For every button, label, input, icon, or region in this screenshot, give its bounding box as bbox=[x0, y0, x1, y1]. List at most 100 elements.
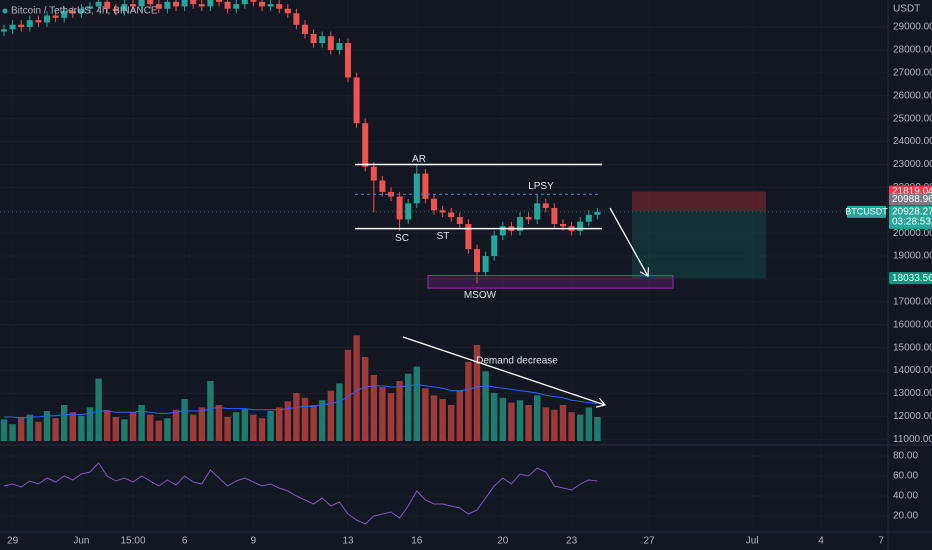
volume-bar bbox=[422, 388, 429, 441]
candle-body bbox=[267, 4, 274, 7]
volume-bar bbox=[138, 405, 145, 441]
candle-body bbox=[250, 0, 257, 2]
volume-bar bbox=[370, 375, 377, 441]
candle-body bbox=[241, 0, 248, 5]
y-tick-label: 19000.00 bbox=[893, 251, 932, 262]
candle-body bbox=[353, 77, 360, 124]
x-tick-label: 13 bbox=[342, 536, 354, 547]
volume-bar bbox=[387, 393, 395, 441]
volume-bar bbox=[542, 407, 549, 441]
candle-body bbox=[577, 221, 584, 231]
annotations: AR SC ST LPSY MSOW Demand decrease bbox=[0, 154, 888, 405]
annotation-demand: Demand decrease bbox=[476, 356, 558, 367]
candle-body bbox=[439, 210, 446, 213]
target-zone bbox=[632, 210, 766, 279]
volume-bar bbox=[362, 357, 369, 441]
candle-body bbox=[465, 223, 472, 250]
volume-bar bbox=[35, 421, 42, 441]
x-tick-label: Jun bbox=[73, 536, 89, 547]
y-tick-label: 12000.00 bbox=[893, 411, 932, 422]
volume-bar bbox=[69, 412, 76, 441]
candle-body bbox=[551, 207, 558, 224]
volume-bar bbox=[439, 399, 446, 441]
volume-bar bbox=[172, 409, 180, 441]
volume-bar bbox=[129, 412, 137, 441]
volume-bar bbox=[267, 411, 274, 441]
candle-body bbox=[345, 43, 351, 78]
y-tick-label: 13000.00 bbox=[893, 388, 932, 399]
stop-zone bbox=[632, 191, 766, 211]
candle-body bbox=[474, 249, 480, 273]
rsi-tick-label: 80.00 bbox=[893, 451, 918, 462]
volume-bar bbox=[396, 381, 403, 441]
candle-body bbox=[379, 180, 386, 192]
candle-body bbox=[456, 217, 463, 224]
candle-body bbox=[336, 43, 343, 50]
candle-body bbox=[69, 10, 76, 14]
volume-bar bbox=[147, 414, 154, 441]
candle-body bbox=[499, 226, 506, 236]
candle-body bbox=[130, 4, 136, 7]
volume-bar bbox=[121, 419, 128, 441]
volume-bar bbox=[559, 405, 567, 441]
volume-bar bbox=[164, 418, 171, 441]
volume-bar bbox=[585, 407, 592, 441]
volume-bar bbox=[233, 412, 240, 441]
candle-body bbox=[327, 36, 334, 50]
volume-bar bbox=[276, 407, 283, 441]
volume-ma-line bbox=[4, 384, 598, 419]
candle-body bbox=[26, 20, 33, 28]
candle-body bbox=[233, 4, 240, 9]
volume-bar bbox=[43, 411, 51, 441]
x-tick-label: 9 bbox=[251, 536, 257, 547]
volume-bar bbox=[327, 390, 334, 441]
candle-body bbox=[138, 0, 145, 7]
y-tick-label: 23000.00 bbox=[893, 159, 932, 170]
volume-bar bbox=[18, 417, 25, 441]
x-tick-label: Jul bbox=[746, 536, 759, 547]
rsi-tick-label: 20.00 bbox=[893, 511, 918, 522]
candle-body bbox=[52, 15, 59, 18]
y-tick-label: 17000.00 bbox=[893, 296, 932, 307]
volume-bar bbox=[86, 407, 94, 441]
volume-bar bbox=[250, 414, 257, 441]
y-tick-label: 25000.00 bbox=[893, 113, 932, 124]
x-tick-label: 20 bbox=[497, 536, 509, 547]
candle-body bbox=[284, 8, 291, 14]
countdown: 03:28:53 bbox=[892, 217, 931, 228]
volume-bar bbox=[190, 414, 197, 441]
volume-bar bbox=[224, 417, 231, 441]
candle-body bbox=[181, 0, 188, 7]
volume-bar bbox=[319, 400, 326, 441]
volume-bar bbox=[448, 405, 455, 441]
candle-body bbox=[482, 256, 489, 273]
annotation-st: ST bbox=[437, 231, 450, 242]
volume-bar bbox=[52, 418, 59, 441]
volume-bar bbox=[473, 345, 481, 441]
volume-bar bbox=[310, 405, 317, 441]
candle-body bbox=[224, 1, 231, 9]
volume-bar bbox=[198, 407, 205, 441]
y-tick-label: 26000.00 bbox=[893, 90, 932, 101]
candle-body bbox=[525, 217, 532, 220]
rsi-tick-label: 60.00 bbox=[893, 471, 918, 482]
candle-body bbox=[362, 123, 369, 167]
annotation-sc: SC bbox=[395, 233, 409, 244]
volume-bar bbox=[534, 395, 541, 441]
candle-body bbox=[422, 173, 429, 199]
target-price: 18033.56 bbox=[892, 273, 932, 284]
currency: USDT bbox=[893, 4, 920, 15]
candle-body bbox=[396, 196, 403, 220]
status-dot bbox=[2, 8, 8, 14]
axes: 11000.00 12000.00 13000.00 14000.00 15000.00… bbox=[7, 22, 932, 547]
x-tick-label: 23 bbox=[566, 536, 578, 547]
y-tick-label: 11000.00 bbox=[893, 434, 932, 445]
candle-body bbox=[18, 24, 25, 28]
candle-body bbox=[190, 0, 197, 5]
candle-body bbox=[259, 1, 265, 7]
rsi-line bbox=[3, 462, 598, 525]
volume-bar bbox=[353, 335, 360, 441]
